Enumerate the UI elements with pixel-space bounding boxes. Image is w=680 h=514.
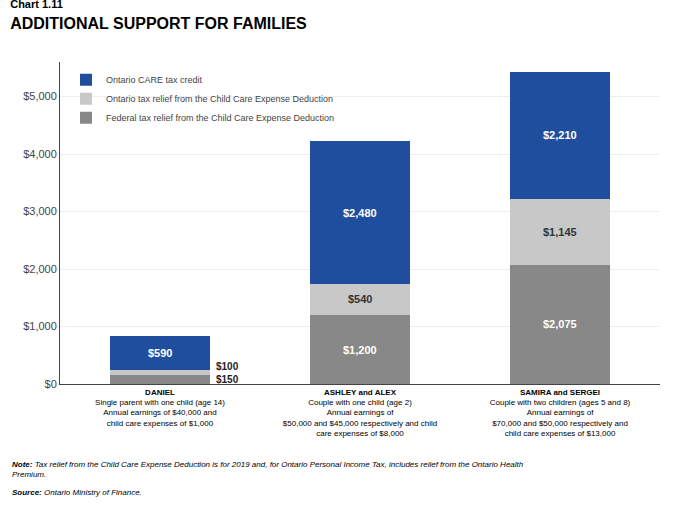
svg-text:$3,000: $3,000 [23,205,57,217]
svg-text:Note: Tax relief from the Chil: Note: Tax relief from the Child Care Exp… [12,460,524,479]
svg-text:Ontario tax relief from the Ch: Ontario tax relief from the Child Care E… [106,94,333,104]
svg-text:Source: Ontario Ministry of Fi: Source: Ontario Ministry of Finance. [12,488,142,497]
svg-text:$1,145: $1,145 [543,226,577,238]
svg-text:SAMIRA and SERGEICouple with t: SAMIRA and SERGEICouple with two childre… [490,388,631,439]
svg-text:$540: $540 [348,293,372,305]
svg-text:Federal tax relief from the Ch: Federal tax relief from the Child Care E… [106,113,334,123]
svg-text:ASHLEY and ALEXCouple with one: ASHLEY and ALEXCouple with one child (ag… [283,388,437,439]
svg-text:$5,000: $5,000 [23,90,57,102]
svg-text:$4,000: $4,000 [23,148,57,160]
svg-text:$1,200: $1,200 [343,344,377,356]
svg-text:$590: $590 [148,347,172,359]
svg-text:Chart 1.11ADDITIONAL SUPPORT F: Chart 1.11ADDITIONAL SUPPORT FOR FAMILIE… [10,0,307,32]
svg-text:$2,075: $2,075 [543,318,577,330]
svg-text:$2,480: $2,480 [343,207,377,219]
svg-text:DANIELSingle parent with one c: DANIELSingle parent with one child (age … [95,388,225,428]
svg-text:$2,210: $2,210 [543,129,577,141]
svg-text:$1,000: $1,000 [23,320,57,332]
svg-text:Ontario CARE tax credit: Ontario CARE tax credit [106,75,203,85]
svg-text:$150: $150 [216,374,239,385]
svg-text:$2,000: $2,000 [23,263,57,275]
svg-text:$100: $100 [216,361,239,372]
svg-text:$0: $0 [45,378,57,390]
